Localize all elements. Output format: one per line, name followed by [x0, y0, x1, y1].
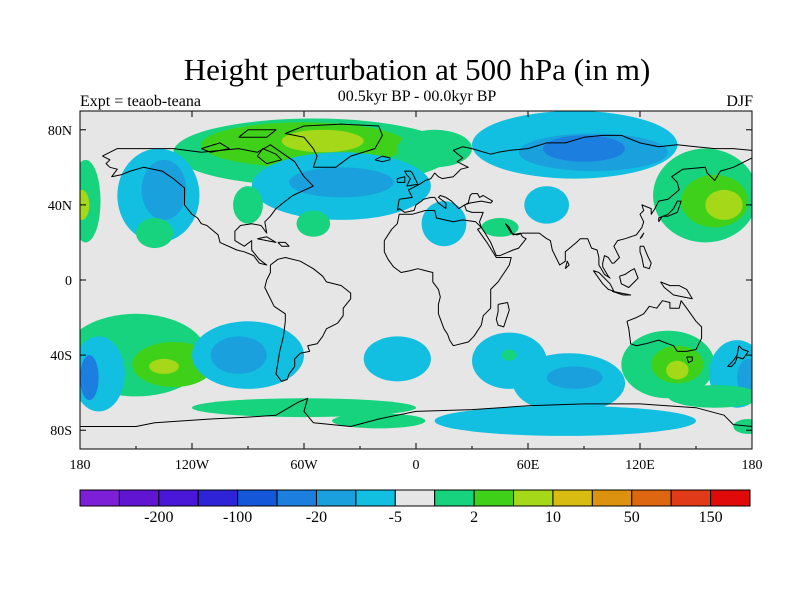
coastline-12 — [686, 356, 693, 364]
colorbar-label-7: 150 — [699, 509, 723, 526]
anomaly-region-19 — [421, 201, 467, 247]
coastline-20 — [639, 232, 645, 240]
anomaly-region-37 — [666, 360, 689, 380]
lon-label-6: 180 — [742, 458, 763, 473]
anomaly-region-31 — [501, 349, 517, 361]
colorbar-swatch-12 — [552, 489, 593, 507]
coastline-17 — [619, 268, 639, 288]
lat-label-0: 80N — [48, 124, 72, 139]
colorbar-label-2: -20 — [306, 509, 327, 526]
anomaly-region-9 — [136, 218, 174, 249]
colorbar-swatch-16 — [710, 489, 751, 507]
anomaly-region-2 — [281, 129, 364, 153]
anomaly-region-43 — [524, 186, 570, 224]
colorbar-label-3: -5 — [389, 509, 402, 526]
colorbar-swatch-11 — [513, 489, 554, 507]
anomaly-region-28 — [192, 398, 416, 418]
anomaly-region-20 — [481, 218, 519, 237]
colorbar-swatch-0 — [79, 489, 120, 507]
colorbar-swatch-8 — [394, 489, 436, 507]
lon-label-1: 120W — [175, 458, 210, 473]
coastline-3 — [396, 134, 752, 279]
coastline-21 — [495, 302, 510, 328]
colorbar-swatch-10 — [473, 489, 515, 507]
anomaly-region-11 — [233, 186, 263, 224]
coastlines — [80, 123, 752, 427]
coastline-1 — [264, 257, 352, 382]
coastline-13 — [727, 345, 749, 367]
map-axes: 180 120W 60W 0 60E 120E 180 80N 40N 0 40S 80S — [48, 111, 763, 473]
colorbar-label-1: -100 — [223, 509, 252, 526]
anomaly-region-14 — [542, 135, 626, 162]
colorbar-swatch-7 — [355, 489, 396, 507]
anomaly-region-33 — [546, 366, 603, 389]
lat-label-3: 40S — [50, 349, 72, 364]
coastline-22 — [564, 260, 570, 270]
coastline-7 — [284, 123, 383, 168]
anomaly-region-17 — [705, 189, 743, 220]
coastline-10 — [238, 129, 277, 138]
lat-label-1: 40N — [48, 199, 72, 214]
colorbar-label-6: 50 — [624, 509, 640, 526]
experiment-label: Expt = teaob-teana — [80, 93, 201, 110]
colorbar-swatch-13 — [591, 489, 633, 507]
coastline-14 — [658, 200, 682, 223]
lon-label-5: 120E — [625, 458, 655, 473]
coastline-0 — [102, 144, 314, 266]
anomaly-region-6 — [141, 159, 187, 220]
lon-label-0: 180 — [70, 458, 91, 473]
colorbar-swatch-9 — [434, 489, 475, 507]
colorbar-label-4: 2 — [470, 509, 478, 526]
coastline-25 — [277, 241, 290, 247]
anomaly-region-18 — [397, 129, 472, 168]
colorbar-swatch-5 — [276, 489, 317, 507]
lat-label-4: 80S — [50, 424, 72, 439]
colorbar-swatch-6 — [315, 489, 357, 507]
anomaly-region-29 — [363, 336, 431, 382]
chart-title: Height perturbation at 500 hPa (in m) — [183, 52, 651, 87]
coastline-5 — [396, 176, 406, 183]
lon-label-4: 60E — [517, 458, 540, 473]
anomaly-region-27 — [210, 336, 267, 374]
colorbar-label-0: -200 — [144, 509, 173, 526]
anomaly-region-39 — [737, 358, 752, 397]
anomaly-region-4 — [289, 167, 394, 198]
colorbar: -200 -100 -20 -5 2 10 50 150 — [79, 489, 751, 526]
anomaly-regions — [80, 111, 752, 436]
coastline-4 — [404, 170, 419, 187]
colorbar-swatch-2 — [158, 489, 199, 507]
anomaly-region-34 — [434, 405, 696, 436]
coastline-9 — [201, 142, 230, 153]
lon-label-3: 0 — [413, 458, 420, 473]
lat-label-2: 0 — [65, 274, 72, 289]
colorbar-swatch-1 — [118, 489, 160, 507]
coastline-16 — [611, 290, 632, 296]
coastline-11 — [626, 300, 703, 352]
coastline-18 — [660, 281, 693, 300]
coastline-6 — [374, 155, 391, 163]
anomaly-region-40 — [668, 385, 752, 408]
coastline-24 — [257, 236, 277, 243]
coastline-2 — [383, 210, 512, 347]
colorbar-swatch-14 — [631, 489, 672, 507]
coastline-8 — [256, 148, 283, 165]
anomaly-region-25 — [149, 358, 179, 374]
lon-label-2: 60W — [290, 458, 318, 473]
colorbar-swatch-15 — [670, 489, 712, 507]
anomaly-region-10 — [296, 210, 331, 237]
anomaly-region-23 — [80, 355, 99, 401]
coastline-23 — [80, 397, 752, 427]
coastline-19 — [639, 245, 652, 270]
colorbar-swatch-3 — [197, 489, 239, 507]
season-label: DJF — [726, 93, 753, 110]
colorbar-swatch-4 — [237, 489, 278, 507]
anomaly-region-7 — [80, 159, 101, 243]
period-label: 00.5kyr BP - 00.0kyr BP — [337, 88, 497, 105]
colorbar-label-5: 10 — [545, 509, 561, 526]
anomaly-region-41 — [332, 413, 426, 429]
